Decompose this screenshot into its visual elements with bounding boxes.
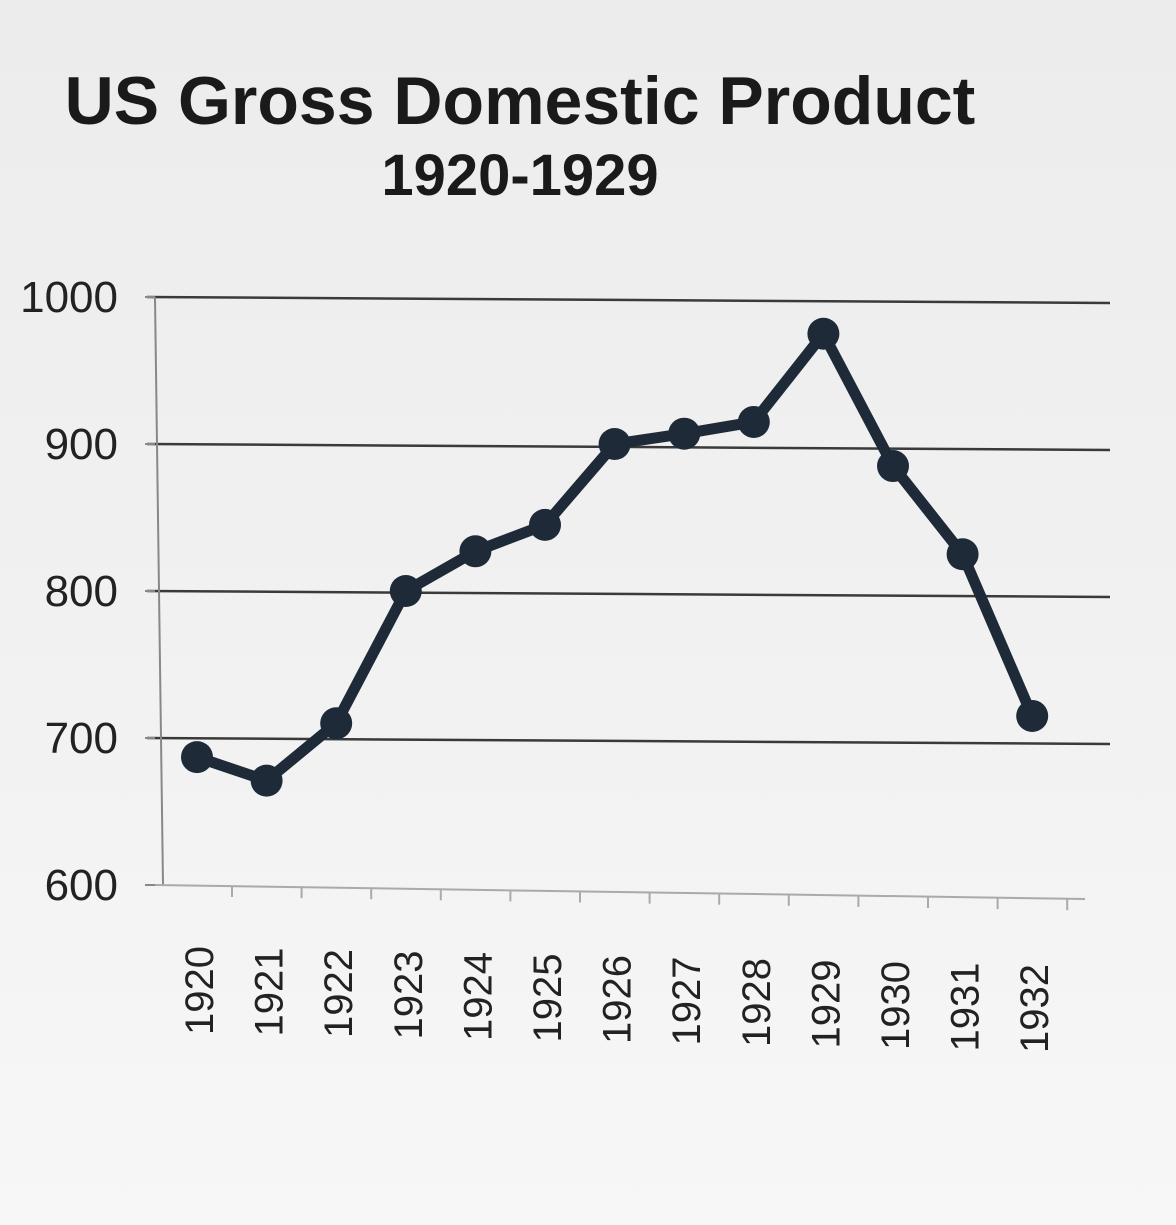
- x-tick-label: 1921: [248, 948, 292, 1037]
- y-tick-label: 600: [45, 861, 118, 910]
- x-tick-label: 1930: [874, 961, 918, 1050]
- x-tick-label: 1932: [1013, 964, 1057, 1053]
- data-point-1922: [320, 707, 353, 740]
- data-point-1924: [459, 535, 492, 568]
- gridline-1000: [146, 295, 1111, 305]
- data-point-1923: [389, 575, 422, 607]
- data-point-1926: [598, 428, 631, 460]
- x-tick-label: 1926: [596, 955, 640, 1044]
- gridline-800: [146, 589, 1111, 599]
- series-line: [191, 328, 1038, 787]
- series-gdp: [181, 317, 1049, 797]
- x-tick-label: 1920: [178, 946, 222, 1035]
- y-tick-label: 800: [45, 567, 118, 616]
- x-tick-labels: 1920 1921 1922 1923 1924 1925 1926 1927 1928 1929…: [178, 946, 1057, 1053]
- gridline-700: [146, 736, 1111, 746]
- axes: [145, 296, 1086, 911]
- data-point-1927: [668, 417, 701, 450]
- data-point-1929: [807, 317, 840, 350]
- x-tick-label: 1929: [804, 960, 848, 1049]
- chart-subtitle: 1920-1929: [381, 143, 659, 208]
- y-tick-label: 1000: [20, 273, 118, 322]
- y-tick-label: 700: [45, 714, 118, 763]
- y-axis: [154, 296, 164, 886]
- data-point-1920: [181, 741, 213, 774]
- data-point-1925: [529, 508, 561, 541]
- grid-lines: [146, 295, 1111, 746]
- y-tick-label: 900: [45, 420, 118, 469]
- data-point-1930: [877, 450, 909, 483]
- chart-title: US Gross Domestic Product: [64, 63, 976, 139]
- data-point-1932: [1016, 699, 1049, 732]
- x-tick-label: 1924: [456, 952, 500, 1041]
- x-tick-label: 1923: [387, 951, 431, 1040]
- y-tick-labels: 600 700 800 900 1000: [20, 273, 118, 910]
- data-point-1928: [737, 405, 770, 438]
- data-point-1931: [946, 538, 979, 571]
- x-tick-label: 1927: [665, 957, 709, 1046]
- x-tick-label: 1928: [735, 958, 779, 1047]
- x-tick-label: 1925: [526, 954, 570, 1043]
- x-axis: [154, 884, 1086, 900]
- x-tick-label: 1931: [944, 963, 988, 1052]
- data-point-1921: [250, 764, 283, 797]
- x-tick-label: 1922: [317, 949, 361, 1038]
